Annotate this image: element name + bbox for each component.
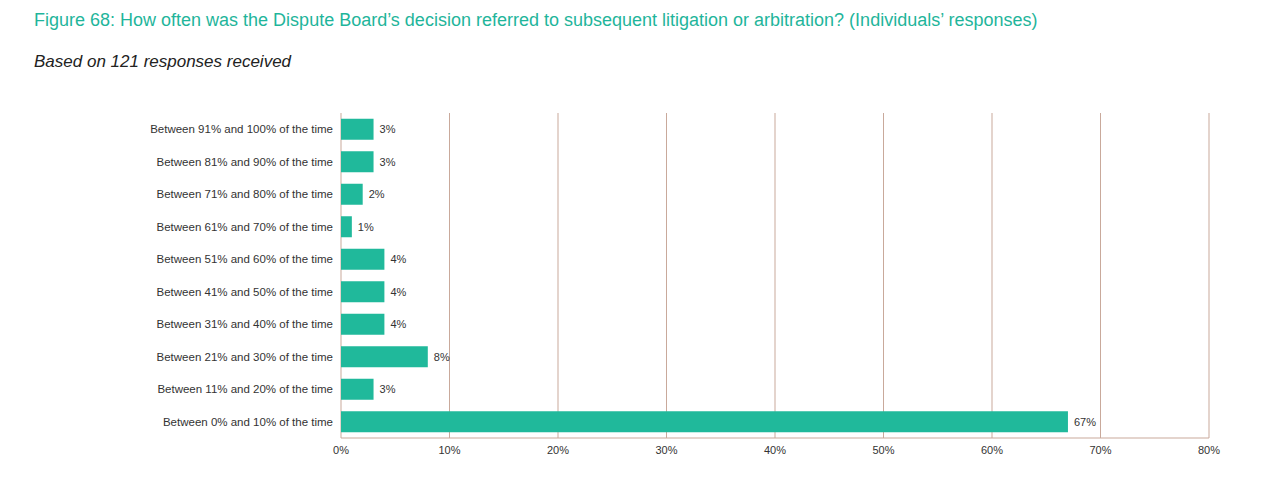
svg-text:3%: 3% — [380, 123, 396, 135]
svg-text:3%: 3% — [380, 383, 396, 395]
svg-text:30%: 30% — [655, 444, 677, 456]
svg-text:Between 51% and 60% of the tim: Between 51% and 60% of the time — [157, 253, 333, 265]
svg-text:3%: 3% — [380, 156, 396, 168]
svg-text:4%: 4% — [390, 318, 406, 330]
html-text:Based on 121 responses receive: Based on 121 responses received — [34, 52, 292, 71]
svg-text:0%: 0% — [333, 444, 349, 456]
svg-text:10%: 10% — [438, 444, 460, 456]
svg-text:4%: 4% — [390, 286, 406, 298]
svg-text:Between 31% and 40% of the tim: Between 31% and 40% of the time — [157, 318, 333, 330]
svg-text:Between 61% and 70% of the tim: Between 61% and 70% of the time — [157, 221, 333, 233]
svg-text:2%: 2% — [369, 188, 385, 200]
svg-text:20%: 20% — [547, 444, 569, 456]
svg-text:Between 91% and 100% of the ti: Between 91% and 100% of the time — [150, 123, 333, 135]
svg-text:Between 0% and 10% of the time: Between 0% and 10% of the time — [163, 416, 333, 428]
svg-text:Between 21% and 30% of the tim: Between 21% and 30% of the time — [157, 351, 333, 363]
html-text:Figure 68: How often was the D: Figure 68: How often was the Dispute Boa… — [34, 10, 1038, 30]
svg-text:67%: 67% — [1074, 416, 1096, 428]
svg-text:Between 81% and 90% of the tim: Between 81% and 90% of the time — [157, 156, 333, 168]
svg-text:40%: 40% — [764, 444, 786, 456]
svg-text:1%: 1% — [358, 221, 374, 233]
svg-text:80%: 80% — [1198, 444, 1220, 456]
svg-text:Between 41% and 50% of the tim: Between 41% and 50% of the time — [157, 286, 333, 298]
svg-text:Between 11% and 20% of the tim: Between 11% and 20% of the time — [157, 383, 333, 395]
svg-text:70%: 70% — [1089, 444, 1111, 456]
svg-text:60%: 60% — [981, 444, 1003, 456]
svg-text:4%: 4% — [390, 253, 406, 265]
svg-text:50%: 50% — [872, 444, 894, 456]
svg-text:8%: 8% — [434, 351, 450, 363]
svg-text:Between 71% and 80% of the tim: Between 71% and 80% of the time — [157, 188, 333, 200]
